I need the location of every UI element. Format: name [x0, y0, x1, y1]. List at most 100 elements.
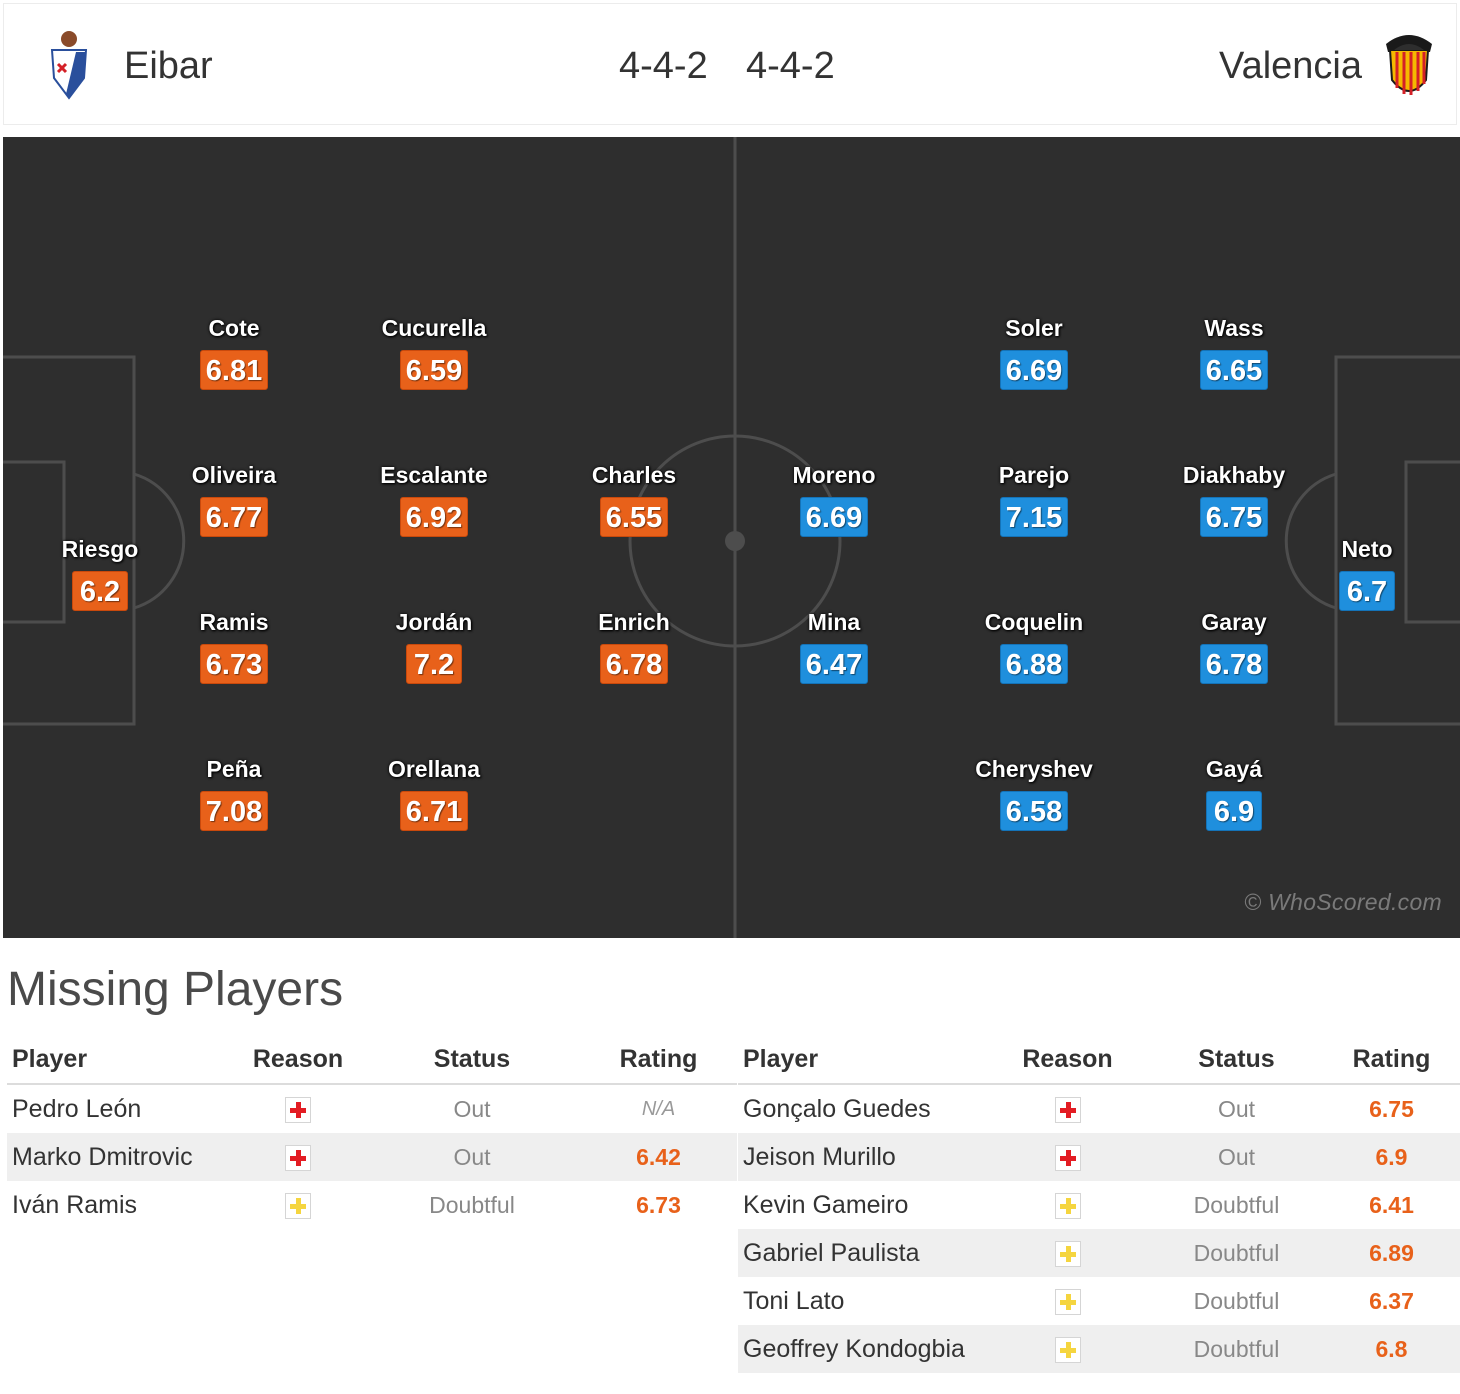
home-player-marker[interactable]: Riesgo 6.2 — [30, 536, 170, 611]
player-name[interactable]: Orellana — [387, 756, 481, 782]
missing-players-title: Missing Players — [7, 963, 344, 1016]
valencia-crest-icon[interactable] — [1380, 32, 1438, 102]
missing-player-name[interactable]: Iván Ramis — [12, 1190, 138, 1219]
away-player-marker[interactable]: Moreno 6.69 — [764, 462, 904, 537]
away-player-marker[interactable]: Neto 6.7 — [1297, 536, 1437, 611]
reason-cell — [985, 1133, 1150, 1181]
player-rating-badge: 6.92 — [399, 497, 469, 537]
home-player-marker[interactable]: Peña 7.08 — [164, 756, 304, 831]
status-text: Doubtful — [1150, 1325, 1323, 1373]
missing-player-name[interactable]: Marko Dmitrovic — [7, 1133, 232, 1181]
player-name[interactable]: Gayá — [1205, 756, 1263, 782]
away-player-marker[interactable]: Diakhaby 6.75 — [1164, 462, 1304, 537]
player-name[interactable]: Cheryshev — [975, 756, 1093, 782]
away-player-marker[interactable]: Gayá 6.9 — [1164, 756, 1304, 831]
player-name[interactable]: Neto — [1341, 536, 1393, 562]
away-player-marker[interactable]: Cheryshev 6.58 — [964, 756, 1104, 831]
eibar-crest-icon[interactable] — [42, 28, 94, 102]
missing-player-name[interactable]: Geoffrey Kondogbia — [738, 1325, 985, 1373]
away-player-marker[interactable]: Garay 6.78 — [1164, 609, 1304, 684]
column-header-rating[interactable]: Rating — [1323, 1036, 1460, 1085]
player-name[interactable]: Peña — [206, 756, 262, 782]
home-player-marker[interactable]: Jordán 7.2 — [364, 609, 504, 684]
player-name[interactable]: Garay — [1201, 609, 1267, 635]
watermark: © WhoScored.com — [1244, 889, 1442, 915]
column-header-player[interactable]: Player — [7, 1036, 232, 1085]
table-row: Pedro León Out N/A — [7, 1084, 737, 1133]
away-player-marker[interactable]: Mina 6.47 — [764, 609, 904, 684]
column-header-status[interactable]: Status — [1150, 1036, 1323, 1085]
player-name[interactable]: Jordán — [395, 609, 473, 635]
missing-player-name[interactable]: Kevin Gameiro — [743, 1190, 909, 1219]
player-rating-badge: 6.47 — [799, 644, 869, 684]
home-player-marker[interactable]: Orellana 6.71 — [364, 756, 504, 831]
home-player-marker[interactable]: Ramis 6.73 — [164, 609, 304, 684]
column-header-reason[interactable]: Reason — [985, 1036, 1150, 1085]
player-rating-badge: 6.69 — [999, 350, 1069, 390]
reason-cell — [985, 1229, 1150, 1277]
player-name[interactable]: Riesgo — [61, 536, 139, 562]
column-header-rating[interactable]: Rating — [580, 1036, 737, 1085]
home-player-marker[interactable]: Cucurella 6.59 — [364, 315, 504, 390]
player-name[interactable]: Moreno — [792, 462, 876, 488]
away-player-marker[interactable]: Wass 6.65 — [1164, 315, 1304, 390]
status-text: Doubtful — [429, 1191, 515, 1218]
away-team-name[interactable]: Valencia — [1219, 45, 1362, 87]
player-name[interactable]: Cote — [208, 315, 260, 341]
status-text: Out — [364, 1133, 580, 1181]
doubtful-cross-icon[interactable] — [1054, 1240, 1081, 1267]
table-row: Iván Ramis Doubtful 6.73 — [7, 1181, 737, 1229]
rating-value: 6.89 — [1323, 1229, 1460, 1277]
injury-cross-icon[interactable] — [285, 1096, 311, 1123]
player-name[interactable]: Escalante — [380, 462, 488, 488]
away-player-marker[interactable]: Coquelin 6.88 — [964, 609, 1104, 684]
doubtful-cross-icon[interactable] — [1054, 1336, 1081, 1363]
player-name[interactable]: Parejo — [998, 462, 1070, 488]
player-name[interactable]: Diakhaby — [1182, 462, 1286, 488]
player-name[interactable]: Charles — [591, 462, 677, 488]
column-header-reason[interactable]: Reason — [232, 1036, 364, 1085]
missing-player-name[interactable]: Toni Lato — [743, 1286, 845, 1315]
reason-cell — [985, 1277, 1150, 1325]
player-name[interactable]: Mina — [807, 609, 861, 635]
player-rating-badge: 6.7 — [1339, 571, 1395, 611]
home-player-marker[interactable]: Cote 6.81 — [164, 315, 304, 390]
player-name[interactable]: Wass — [1204, 315, 1264, 341]
player-rating-badge: 6.73 — [199, 644, 269, 684]
rating-value: 6.73 — [636, 1191, 681, 1218]
status-text: Out — [1150, 1133, 1323, 1181]
home-player-marker[interactable]: Oliveira 6.77 — [164, 462, 304, 537]
away-player-marker[interactable]: Soler 6.69 — [964, 315, 1104, 390]
player-rating-badge: 6.59 — [399, 350, 469, 390]
away-player-marker[interactable]: Parejo 7.15 — [964, 462, 1104, 537]
reason-cell — [985, 1325, 1150, 1373]
player-name[interactable]: Soler — [1005, 315, 1063, 341]
away-missing-table: Player Reason Status Rating Gonçalo Gued… — [738, 1036, 1460, 1373]
home-player-marker[interactable]: Enrich 6.78 — [564, 609, 704, 684]
player-name[interactable]: Oliveira — [191, 462, 277, 488]
table-row: Gabriel Paulista Doubtful 6.89 — [738, 1229, 1460, 1277]
player-rating-badge: 7.2 — [406, 644, 462, 684]
home-player-marker[interactable]: Charles 6.55 — [564, 462, 704, 537]
injury-cross-icon[interactable] — [1054, 1096, 1081, 1123]
injury-cross-icon[interactable] — [285, 1144, 311, 1171]
column-header-status[interactable]: Status — [364, 1036, 580, 1085]
rating-value: 6.42 — [580, 1133, 737, 1181]
missing-player-name[interactable]: Jeison Murillo — [738, 1133, 985, 1181]
missing-player-name[interactable]: Gabriel Paulista — [738, 1229, 985, 1277]
missing-player-name[interactable]: Pedro León — [12, 1094, 142, 1123]
doubtful-cross-icon[interactable] — [285, 1192, 311, 1219]
player-name[interactable]: Cucurella — [381, 315, 487, 341]
doubtful-cross-icon[interactable] — [1054, 1288, 1081, 1315]
player-name[interactable]: Coquelin — [984, 609, 1084, 635]
home-player-marker[interactable]: Escalante 6.92 — [364, 462, 504, 537]
home-team-name[interactable]: Eibar — [124, 45, 213, 87]
player-rating-badge: 6.81 — [199, 350, 269, 390]
home-missing-table: Player Reason Status Rating Pedro León Ou… — [7, 1036, 737, 1229]
column-header-player[interactable]: Player — [738, 1036, 985, 1085]
player-name[interactable]: Enrich — [598, 609, 670, 635]
injury-cross-icon[interactable] — [1054, 1144, 1081, 1171]
doubtful-cross-icon[interactable] — [1054, 1192, 1081, 1219]
player-name[interactable]: Ramis — [199, 609, 269, 635]
missing-player-name[interactable]: Gonçalo Guedes — [743, 1094, 931, 1123]
